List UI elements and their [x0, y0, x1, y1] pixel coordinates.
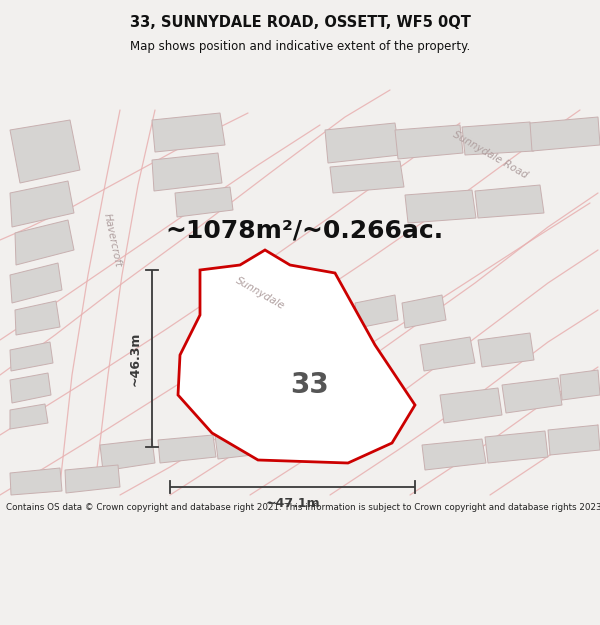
Polygon shape: [152, 113, 225, 152]
Text: Contains OS data © Crown copyright and database right 2021. This information is : Contains OS data © Crown copyright and d…: [6, 503, 600, 512]
Polygon shape: [158, 435, 216, 463]
Polygon shape: [15, 301, 60, 335]
Polygon shape: [10, 263, 62, 303]
Polygon shape: [175, 187, 233, 217]
Polygon shape: [215, 429, 270, 459]
Text: Sunnydale Road: Sunnydale Road: [451, 129, 529, 181]
Polygon shape: [302, 395, 349, 431]
Polygon shape: [405, 190, 476, 223]
Polygon shape: [478, 333, 534, 367]
Polygon shape: [178, 250, 415, 463]
Polygon shape: [355, 295, 398, 328]
Polygon shape: [352, 385, 400, 421]
Polygon shape: [15, 220, 74, 265]
Text: Map shows position and indicative extent of the property.: Map shows position and indicative extent…: [130, 39, 470, 52]
Polygon shape: [10, 120, 80, 183]
Polygon shape: [100, 439, 155, 471]
Polygon shape: [200, 300, 242, 328]
Text: ~1078m²/~0.266ac.: ~1078m²/~0.266ac.: [165, 218, 443, 242]
Polygon shape: [440, 388, 502, 423]
Polygon shape: [560, 370, 600, 400]
Polygon shape: [330, 161, 404, 193]
Polygon shape: [10, 181, 74, 227]
Text: Sunnydale: Sunnydale: [234, 275, 286, 311]
Text: ~46.3m: ~46.3m: [129, 331, 142, 386]
Polygon shape: [152, 153, 222, 191]
Polygon shape: [10, 468, 62, 495]
Polygon shape: [65, 465, 120, 493]
Polygon shape: [10, 342, 53, 371]
Text: Havercroft: Havercroft: [101, 212, 122, 268]
Polygon shape: [475, 185, 544, 218]
Text: 33: 33: [290, 371, 329, 399]
Polygon shape: [402, 295, 446, 328]
Text: ~47.1m: ~47.1m: [265, 497, 320, 510]
Polygon shape: [502, 378, 562, 413]
Text: 33, SUNNYDALE ROAD, OSSETT, WF5 0QT: 33, SUNNYDALE ROAD, OSSETT, WF5 0QT: [130, 16, 470, 31]
Polygon shape: [422, 439, 486, 470]
Polygon shape: [530, 117, 600, 151]
Polygon shape: [10, 404, 48, 429]
Polygon shape: [325, 123, 400, 163]
Polygon shape: [420, 337, 475, 371]
Polygon shape: [548, 425, 600, 455]
Polygon shape: [10, 373, 51, 403]
Polygon shape: [248, 298, 288, 325]
Polygon shape: [462, 122, 534, 155]
Polygon shape: [485, 431, 548, 463]
Polygon shape: [395, 125, 463, 159]
